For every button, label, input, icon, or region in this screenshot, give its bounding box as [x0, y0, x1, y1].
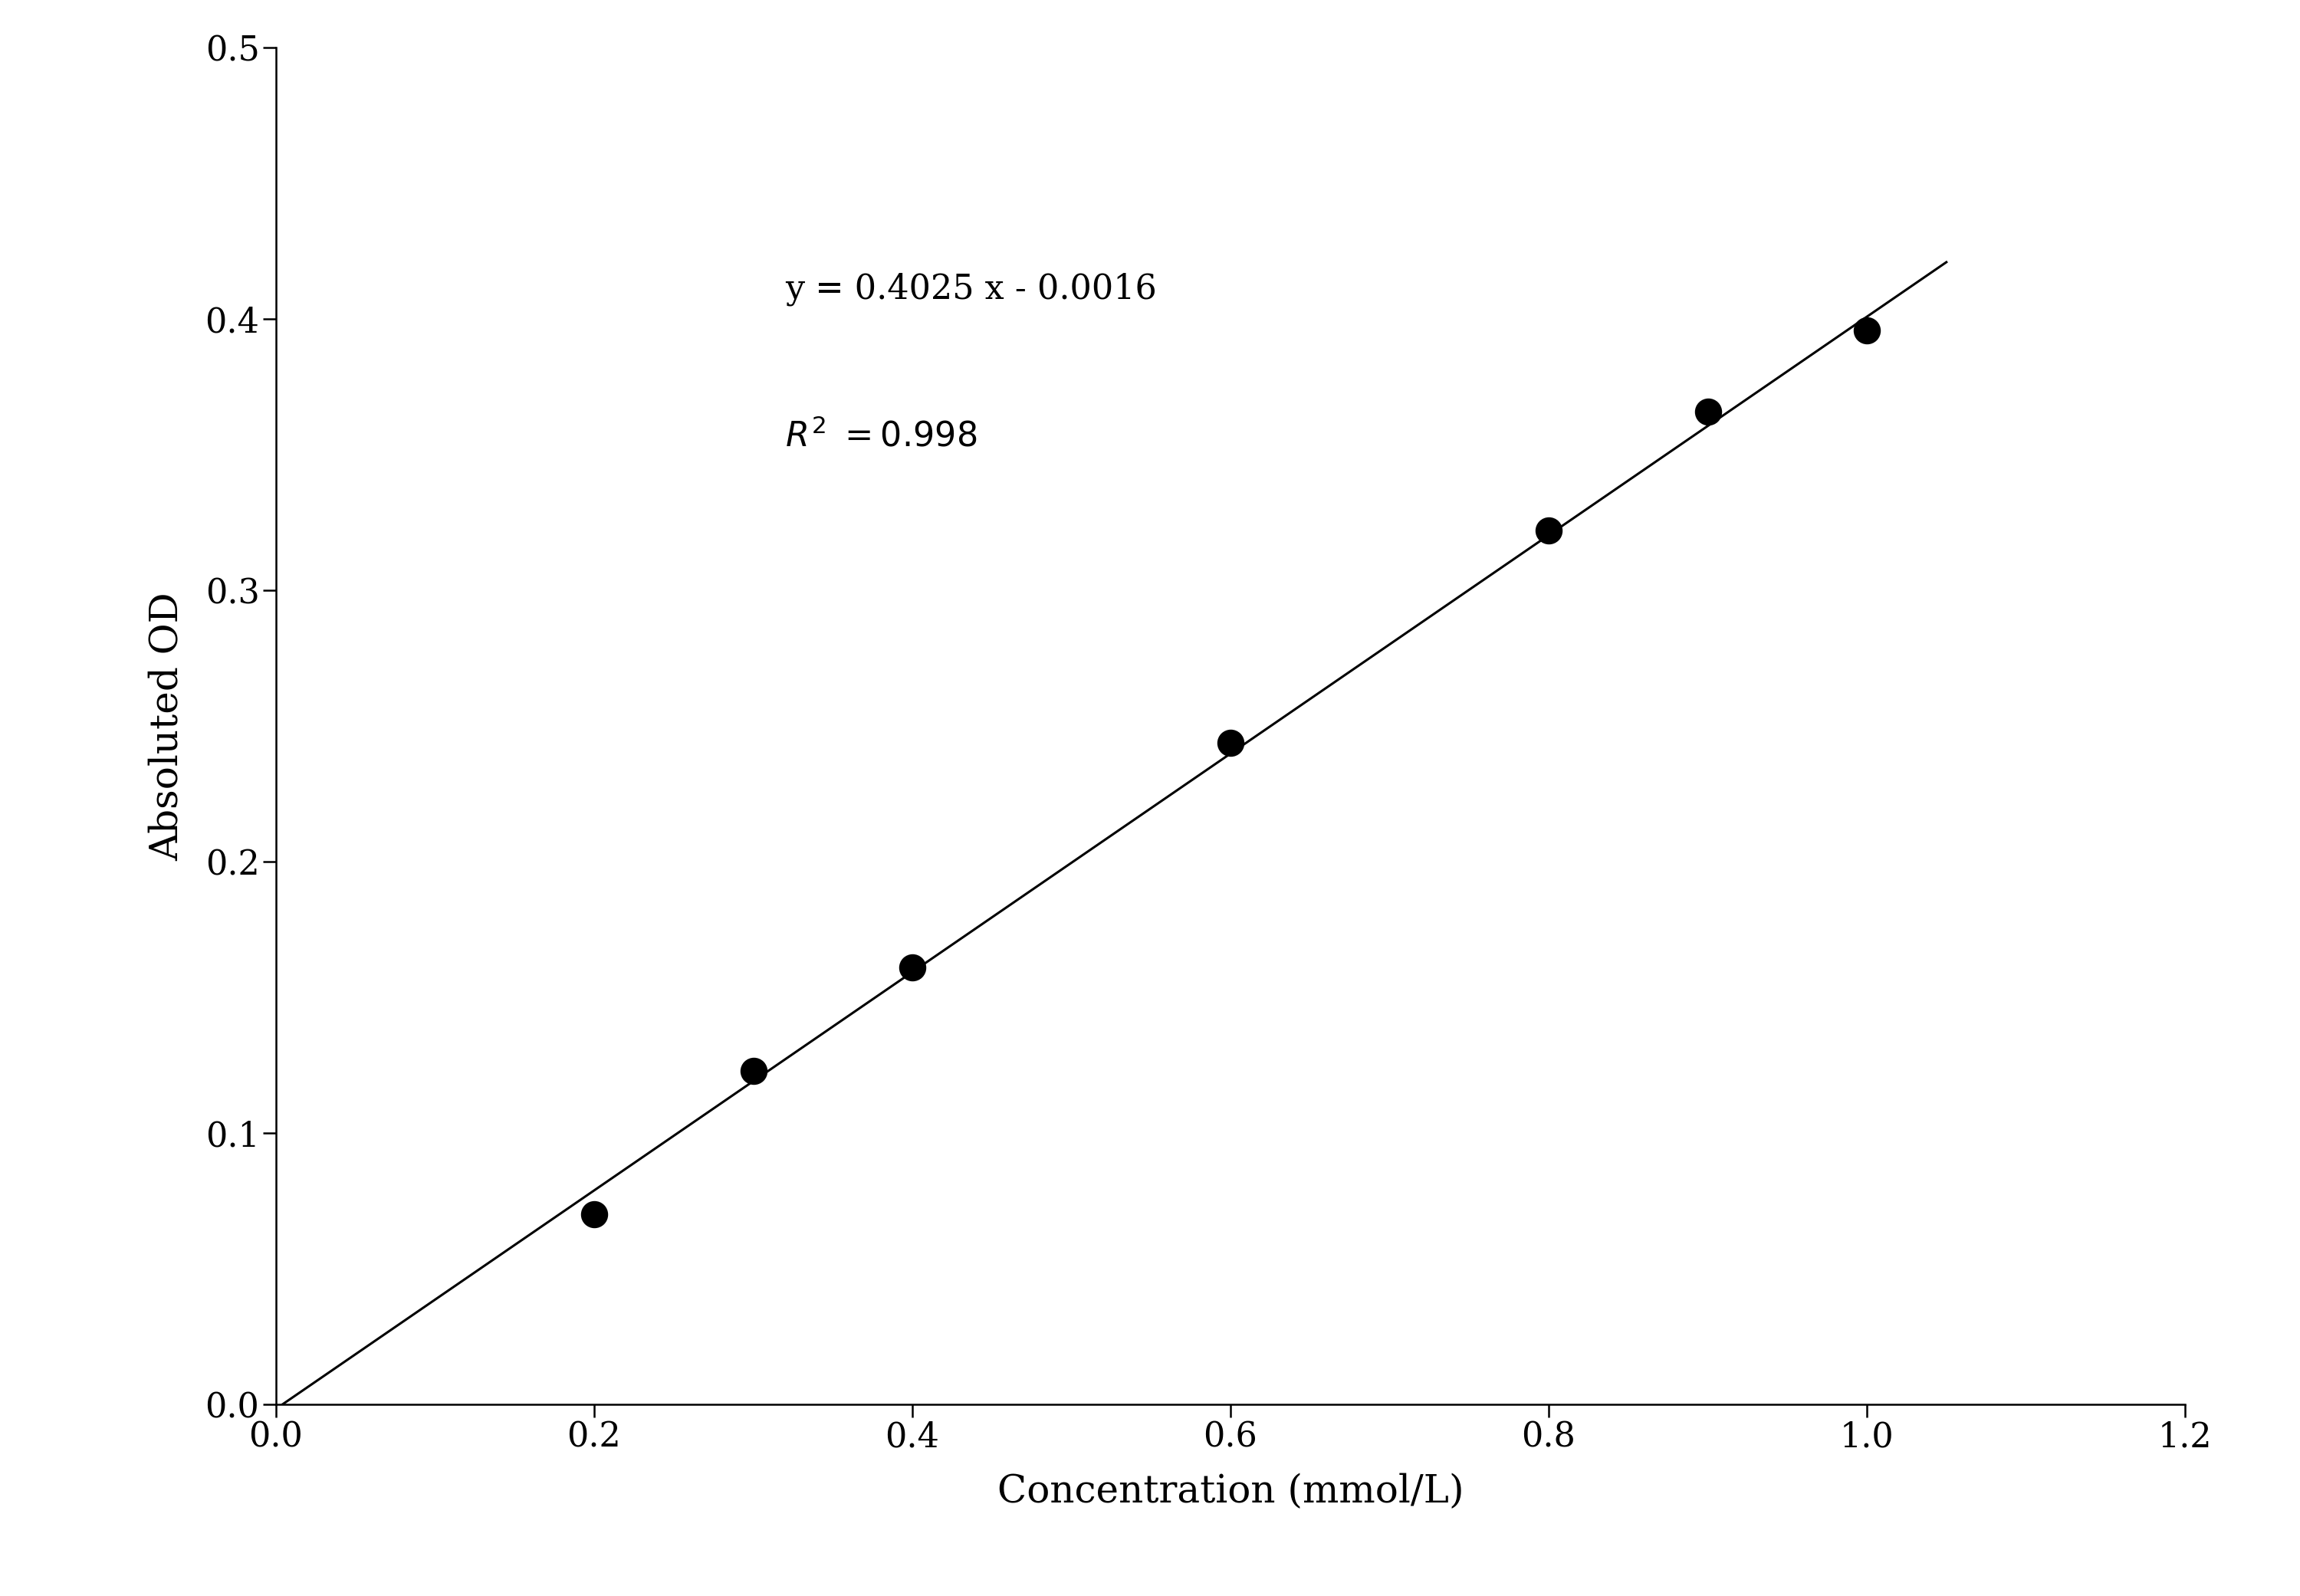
Point [1849, 318, 1886, 343]
Point [736, 1058, 773, 1084]
Point [575, 1202, 612, 1227]
Text: $R^2$ $= 0.998$: $R^2$ $= 0.998$ [784, 420, 978, 453]
Point [1530, 519, 1566, 544]
X-axis label: Concentration (mmol/L): Concentration (mmol/L) [998, 1473, 1463, 1511]
Point [1212, 729, 1249, 755]
Point [895, 954, 932, 980]
Point [1688, 399, 1725, 425]
Text: y = 0.4025 x - 0.0016: y = 0.4025 x - 0.0016 [784, 273, 1157, 306]
Y-axis label: Absoluted OD: Absoluted OD [147, 592, 186, 860]
